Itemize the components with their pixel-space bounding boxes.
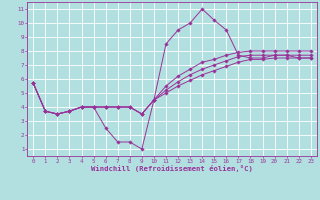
X-axis label: Windchill (Refroidissement éolien,°C): Windchill (Refroidissement éolien,°C): [91, 165, 253, 172]
